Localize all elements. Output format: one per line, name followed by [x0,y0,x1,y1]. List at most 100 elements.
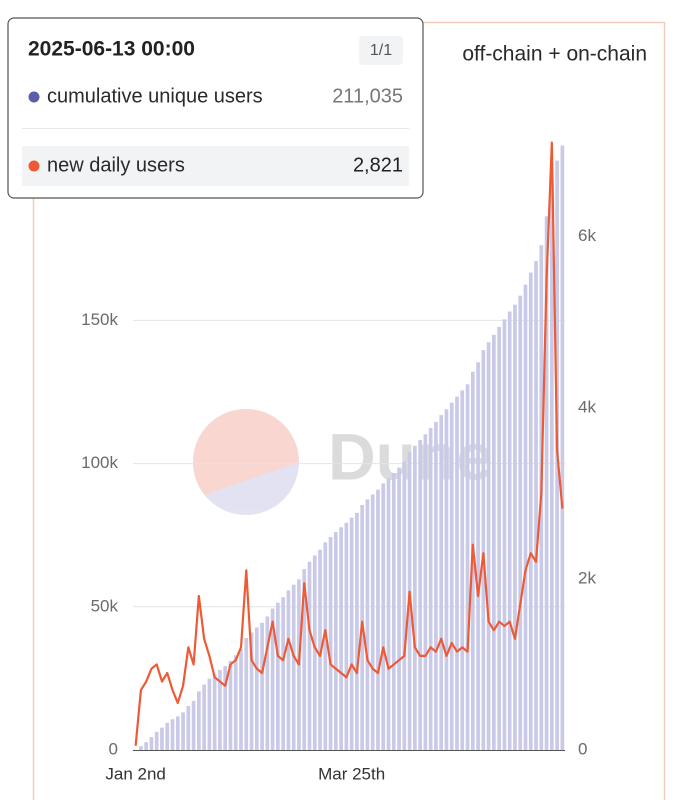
x-tick-label: Jan 2nd [105,764,166,783]
bar [560,145,565,751]
tooltip-row-highlight [22,146,409,186]
bar [212,674,217,750]
bar [365,499,370,750]
bar [328,537,333,750]
y-tick-label: 50k [91,596,119,615]
bar [413,445,417,750]
bar [333,532,338,750]
line [134,141,564,746]
bar [291,584,296,750]
y2-tick-label: 6k [578,226,596,245]
bar [549,178,554,750]
bar [544,216,549,750]
bar [439,415,444,750]
bar [154,731,159,750]
bar [223,666,228,750]
bar [302,569,307,750]
bar [370,494,375,750]
bar [497,326,501,750]
bar [434,421,438,750]
bar [312,555,317,750]
y-tick-label: 100k [81,453,118,472]
bar [249,632,254,750]
legend-label: new daily users [47,154,185,176]
bar [502,319,507,750]
bar [476,362,480,750]
y-tick-label: 0 [109,739,118,758]
bar [444,409,449,750]
bar [418,440,422,750]
bar [286,590,291,750]
bar [260,622,264,750]
plot: 0 50k 100k 150k 0 2k 4k 6k Jan 2nd Mar 25th [81,141,596,783]
bar [144,742,149,750]
bar [381,483,386,750]
bar [244,637,249,750]
bar [481,350,486,750]
bar [486,342,491,750]
bar [460,390,465,750]
tooltip: 2025-06-13 00:00 1/1 cumulative unique u… [7,17,424,199]
bar [376,489,380,750]
bar [239,649,243,750]
bar [170,719,175,750]
y2-tick-label: 4k [578,397,596,416]
bar [528,272,533,750]
bar [449,402,454,750]
x-tick-label: Mar 25th [318,764,385,783]
tooltip-value: 2,821 [353,154,403,176]
tooltip-value: 211,035 [332,85,403,107]
watermark-logo [193,409,299,500]
bar [339,527,343,750]
bar [513,304,517,750]
bar [149,737,154,750]
bar [186,706,191,750]
bar [202,684,206,750]
bar [191,700,196,750]
bar [281,597,285,750]
legend-marker [28,91,40,103]
bar [307,561,312,750]
legend-label: cumulative unique users [47,85,263,107]
bar [228,660,233,750]
bar [218,670,222,750]
bar [344,522,349,750]
bar [318,549,322,750]
bar [355,512,359,750]
bar [254,627,259,750]
bar [139,746,143,750]
bar [165,722,170,750]
bar [323,542,328,750]
tooltip-page: 1/1 [370,42,392,59]
y2-tick-label: 2k [578,568,596,587]
bar [391,473,396,750]
bar [523,284,528,750]
tooltip-page-box [359,36,403,65]
bar [265,616,270,750]
bar [455,396,459,750]
bar [534,260,538,750]
y-tick-label: 150k [81,310,118,329]
bar [492,334,496,750]
bar [397,467,401,750]
bar [207,678,212,750]
bar [197,691,201,750]
chart-title: off-chain + on-chain [462,43,647,66]
bar [181,712,185,750]
bar [428,427,433,750]
bar [349,517,354,750]
bar [270,608,275,750]
tooltip-title: 2025-06-13 00:00 [28,38,195,61]
bar [160,727,164,750]
bar [465,384,470,750]
watermark: Dune [193,409,493,515]
y2-tick-label: 0 [578,739,587,758]
bar [423,434,428,750]
bar [233,655,238,750]
bar [276,602,280,750]
bar [386,478,391,750]
legend-marker [28,160,40,172]
bar [402,461,407,750]
